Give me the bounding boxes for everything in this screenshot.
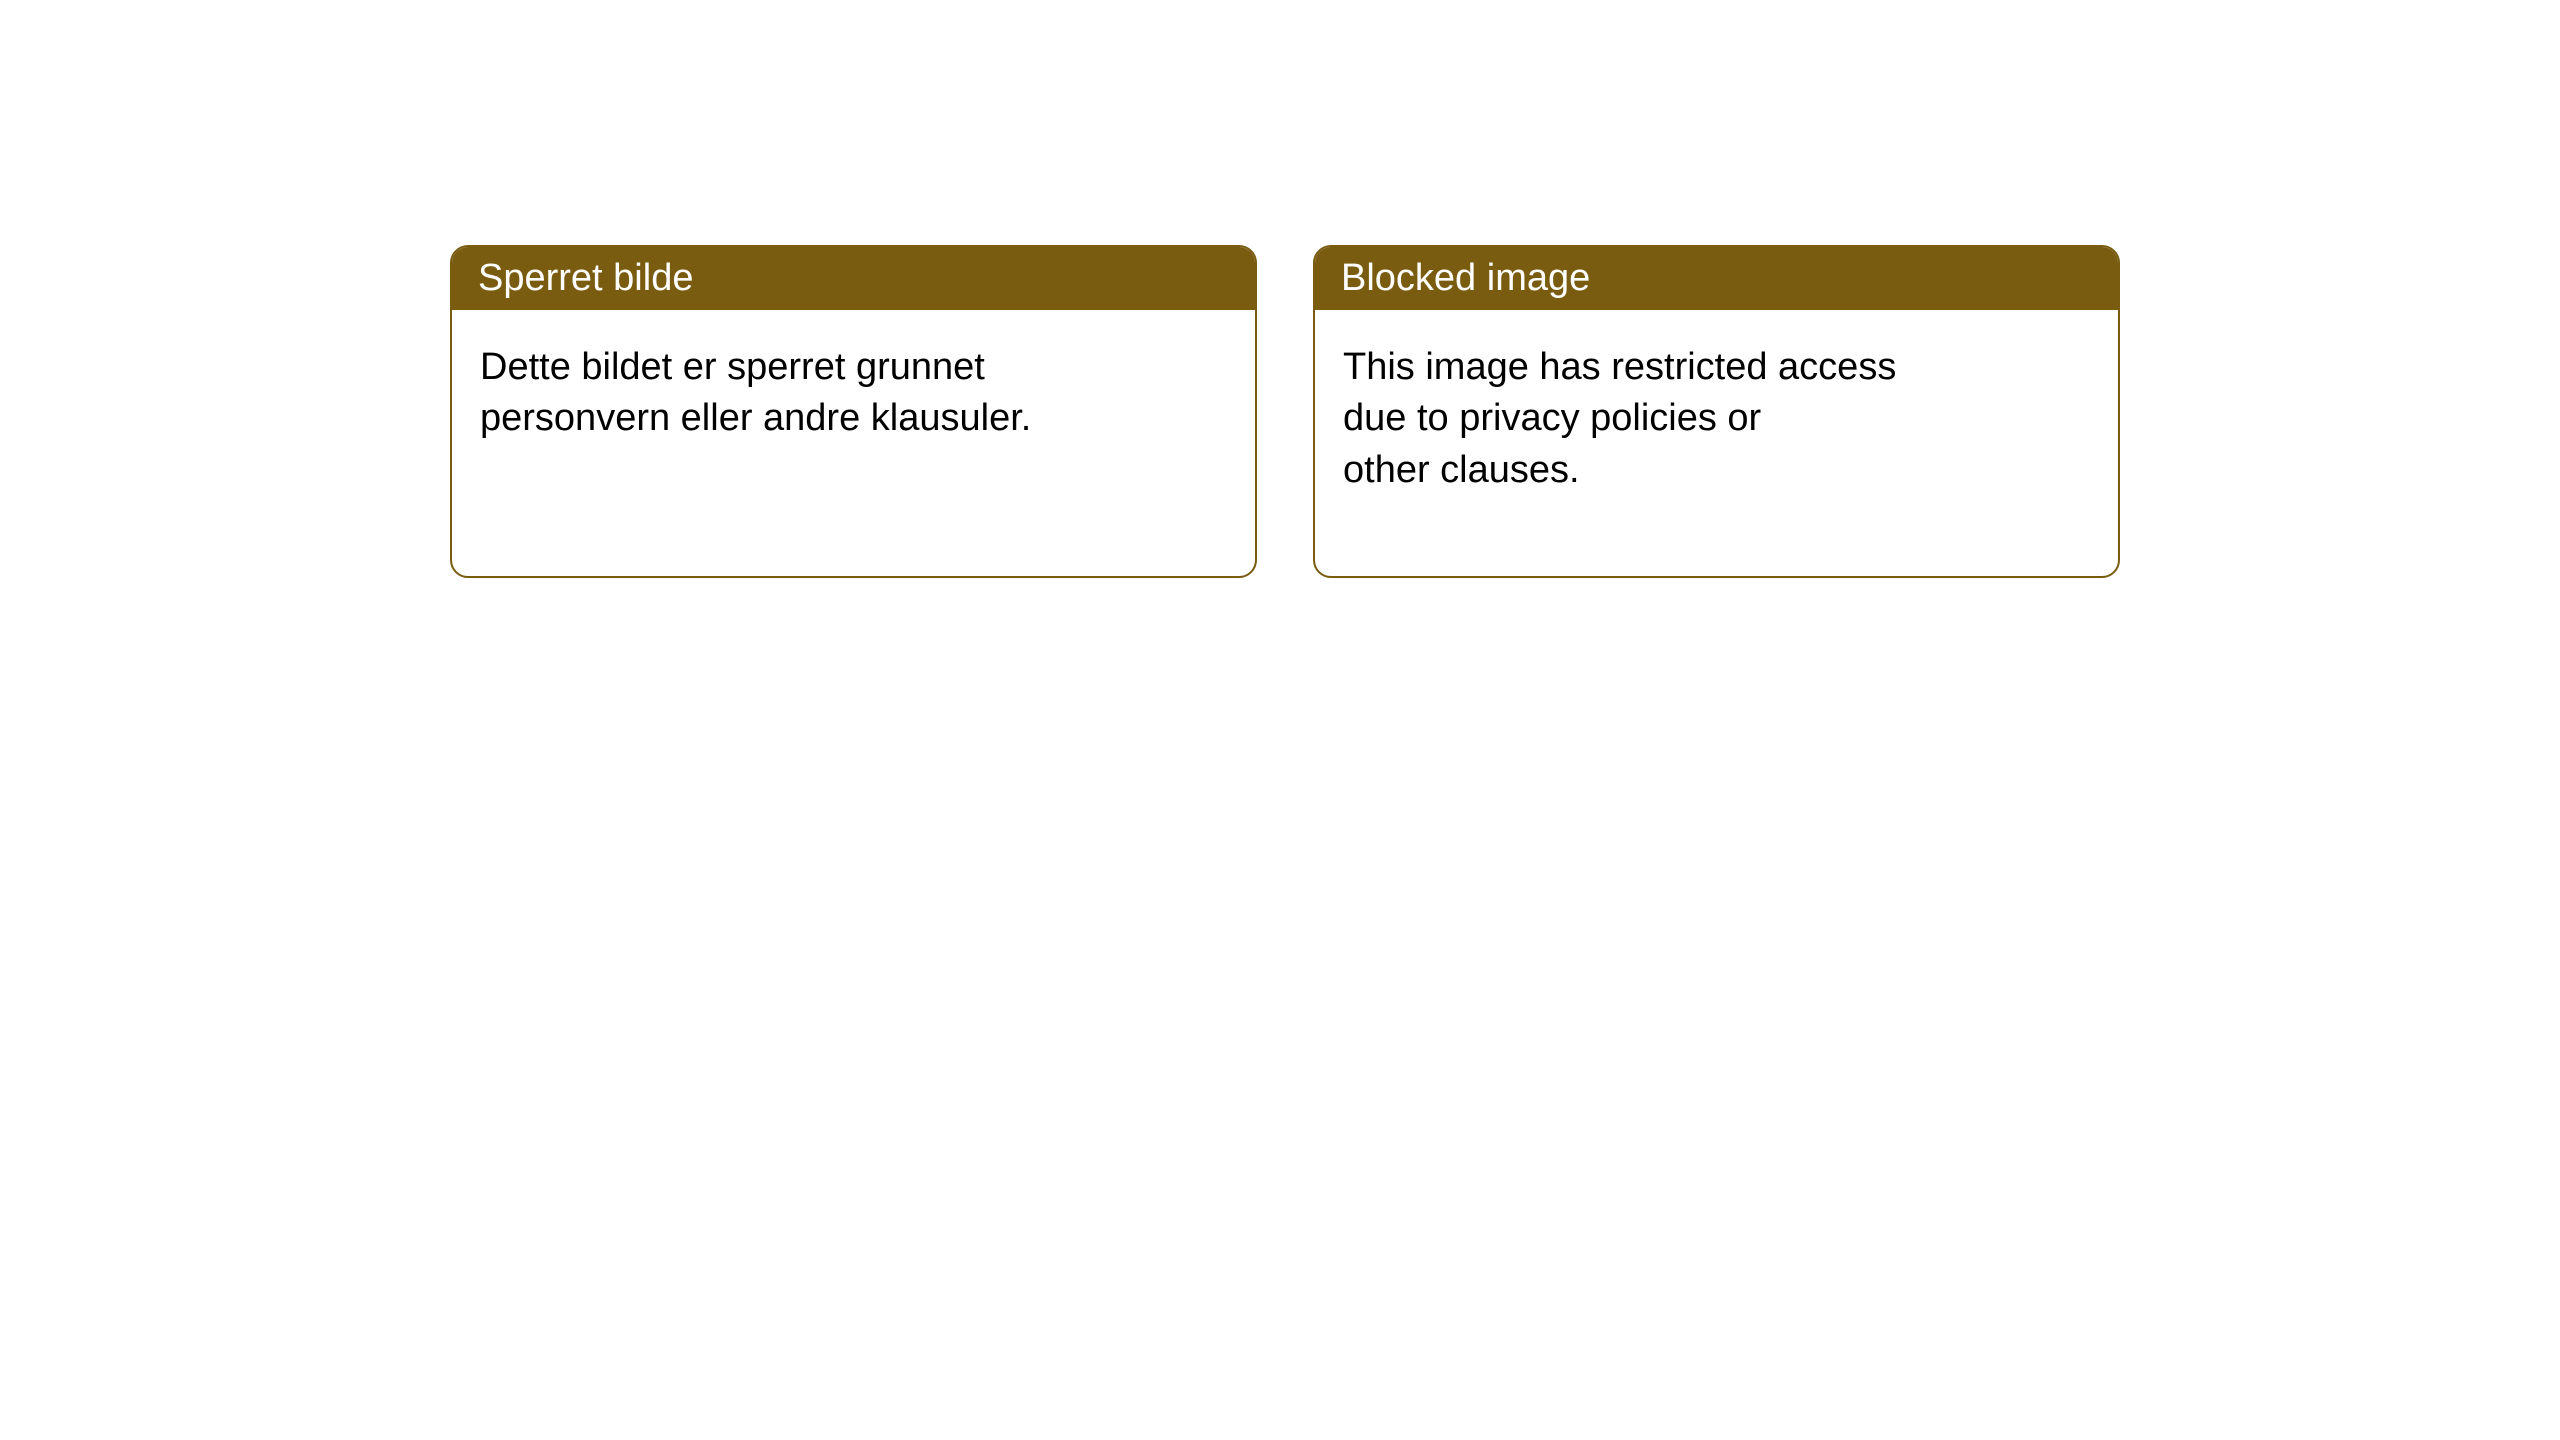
notice-header: Sperret bilde [452, 247, 1255, 310]
notice-header: Blocked image [1315, 247, 2118, 310]
notice-body: Dette bildet er sperret grunnet personve… [452, 310, 1255, 525]
notice-body: This image has restricted access due to … [1315, 310, 2118, 576]
notice-card-norwegian: Sperret bilde Dette bildet er sperret gr… [450, 245, 1257, 578]
notice-card-english: Blocked image This image has restricted … [1313, 245, 2120, 578]
notice-container: Sperret bilde Dette bildet er sperret gr… [0, 0, 2560, 578]
